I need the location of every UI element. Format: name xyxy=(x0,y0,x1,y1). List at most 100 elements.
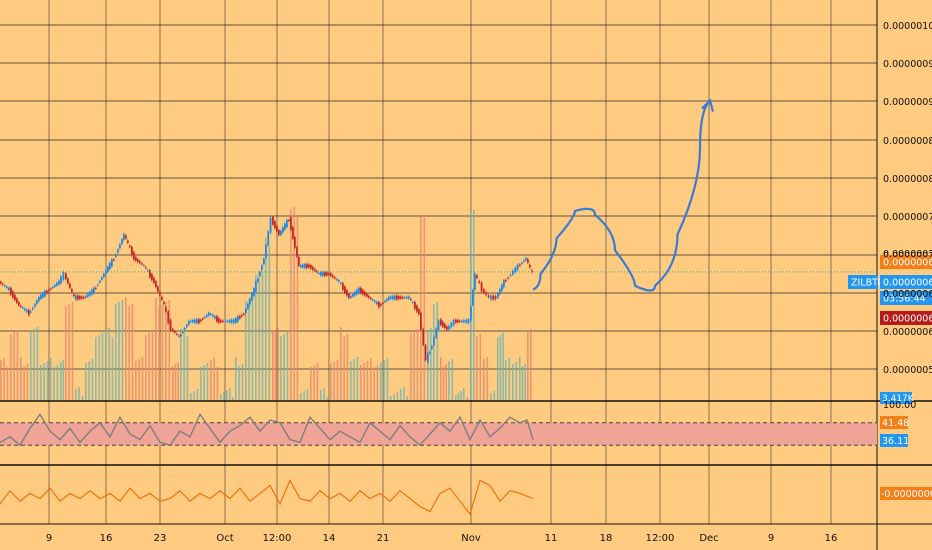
candle-body xyxy=(304,264,306,268)
volume-bar xyxy=(330,364,332,400)
candle-body xyxy=(288,220,290,222)
volume-bar xyxy=(326,397,329,400)
candle-body xyxy=(200,319,202,322)
volume-bar xyxy=(515,362,518,400)
candle-body xyxy=(336,279,338,281)
candle-body xyxy=(408,296,410,299)
volume-bar xyxy=(180,329,182,400)
volume-bar xyxy=(386,358,389,400)
volume-bar xyxy=(433,304,435,400)
volume-bar xyxy=(111,337,114,400)
volume-bar xyxy=(125,297,127,400)
y-tick-label: 0.00000055 xyxy=(883,365,932,376)
volume-bar xyxy=(476,336,478,400)
volume-bar xyxy=(223,392,225,400)
candle-body xyxy=(474,273,476,290)
x-tick-label: Dec xyxy=(699,533,718,544)
volume-bar xyxy=(95,337,97,400)
candle-body xyxy=(392,296,394,299)
oscillator-label-bg xyxy=(880,487,932,500)
candle-body xyxy=(338,280,340,282)
candle-body xyxy=(81,296,83,299)
candle-body xyxy=(509,274,512,276)
volume-bar xyxy=(108,328,110,400)
volume-bar xyxy=(161,305,164,400)
volume-bar xyxy=(213,358,215,400)
candle-body xyxy=(121,239,123,244)
candle-body xyxy=(406,297,408,299)
candle-body xyxy=(499,289,501,295)
volume-bar xyxy=(245,301,247,400)
volume-bar xyxy=(493,391,496,400)
candle-body xyxy=(384,301,386,303)
candle-body xyxy=(394,295,396,300)
oscillator-label: -0.00000001 xyxy=(881,489,932,500)
candle-body xyxy=(206,314,208,317)
candle-body xyxy=(54,284,56,287)
volume-bar xyxy=(261,271,264,400)
candle-body xyxy=(210,313,212,315)
candle-body xyxy=(356,289,358,295)
x-tick-label: 9 xyxy=(768,533,774,544)
x-tick-label: 14 xyxy=(323,533,336,544)
volume-bar xyxy=(177,362,179,400)
candle-body xyxy=(476,275,478,278)
candle-body xyxy=(487,295,490,298)
candle-body xyxy=(155,281,157,288)
x-tick-label: Oct xyxy=(216,533,233,544)
volume-bar xyxy=(16,330,19,400)
volume-bar xyxy=(88,361,90,400)
candle-body xyxy=(60,276,62,284)
volume-bar xyxy=(280,336,282,400)
candle-body xyxy=(143,265,145,267)
current-price-label-bg xyxy=(880,255,932,269)
x-tick-label: 16 xyxy=(100,533,113,544)
last-price-label-bg xyxy=(880,275,932,289)
candle-body xyxy=(230,319,233,323)
volume-bar xyxy=(232,397,234,400)
candle-body xyxy=(478,281,481,283)
candle-body xyxy=(75,295,77,300)
candle-body xyxy=(261,265,263,270)
volume-bar xyxy=(296,216,299,400)
candle-body xyxy=(332,275,334,278)
candle-body xyxy=(516,264,519,271)
candle-body xyxy=(404,297,406,299)
candle-body xyxy=(32,307,34,310)
candle-body xyxy=(167,311,170,324)
volume-bar xyxy=(268,247,271,400)
candle-body xyxy=(376,301,378,305)
volume-bar xyxy=(508,358,511,400)
volume-bar xyxy=(62,360,65,400)
volume-bar xyxy=(23,366,25,400)
candle-body xyxy=(485,292,488,295)
volume-bar xyxy=(91,359,94,400)
candle-body xyxy=(368,295,370,298)
volume-bar xyxy=(190,393,192,400)
candle-body xyxy=(342,283,344,290)
candle-body xyxy=(398,296,400,299)
candle-body xyxy=(141,263,143,265)
x-tick-label: 23 xyxy=(154,533,167,544)
volume-bar xyxy=(455,395,457,400)
candle-body xyxy=(8,287,10,290)
volume-bar xyxy=(220,394,222,400)
volume-bar xyxy=(30,331,32,400)
volume-bar xyxy=(46,361,49,400)
candle-body xyxy=(216,316,218,322)
volume-bar xyxy=(105,330,107,400)
candle-body xyxy=(249,298,251,305)
volume-bar xyxy=(36,327,39,400)
candle-body xyxy=(89,291,91,296)
bid-price-label: 0.00000068 xyxy=(883,314,932,325)
candle-body xyxy=(79,296,81,299)
candle-body xyxy=(531,270,533,273)
candle-body xyxy=(386,299,388,301)
candle-body xyxy=(364,291,366,296)
volume-bar xyxy=(3,358,5,400)
y-tick-label: 0.00000075 xyxy=(883,212,932,223)
